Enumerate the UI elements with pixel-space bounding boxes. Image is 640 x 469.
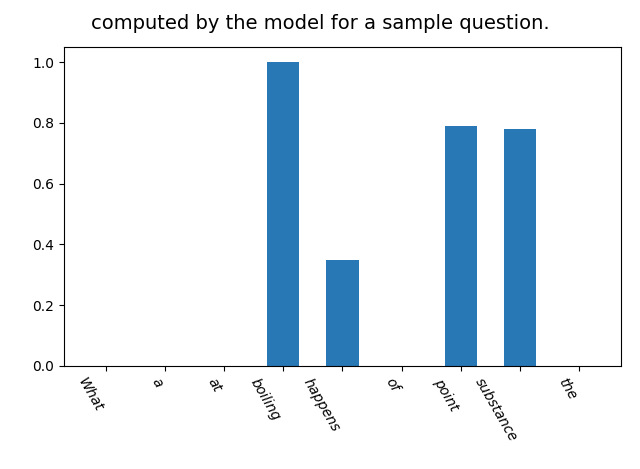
Bar	[445, 126, 477, 366]
Bar	[326, 259, 358, 366]
Bar	[267, 62, 300, 366]
Bar	[504, 129, 536, 366]
Text: computed by the model for a sample question.: computed by the model for a sample quest…	[91, 14, 549, 33]
